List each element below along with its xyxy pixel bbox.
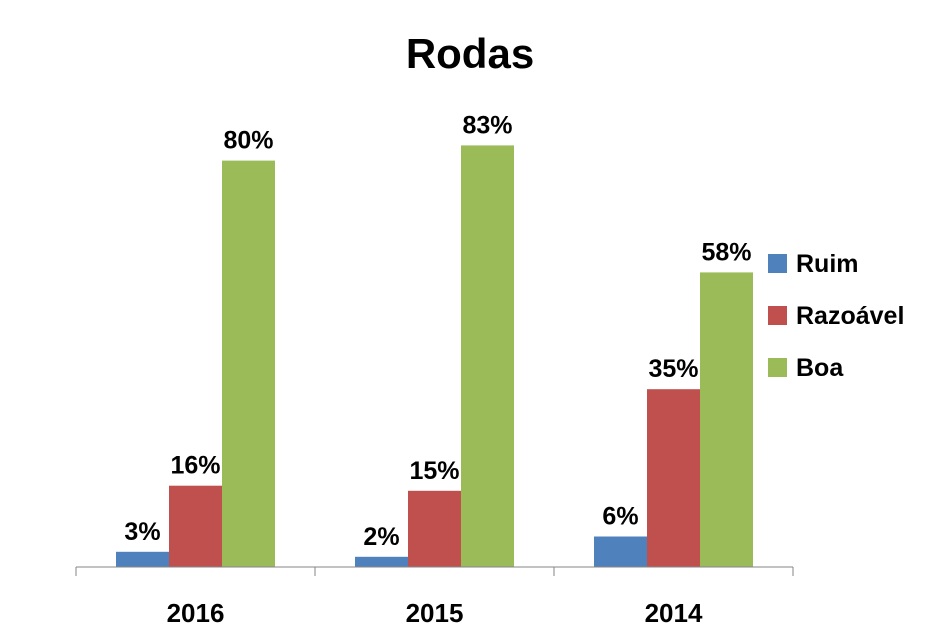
legend-swatch-boa: [768, 358, 787, 377]
legend-label-ruim: Ruim: [796, 250, 859, 278]
data-label-group: 3% 16% 80% 2% 15% 83% 6% 35% 58%: [124, 111, 751, 550]
bar-boa-2016: [222, 160, 275, 567]
data-label-boa-2015: 83%: [462, 111, 512, 139]
x-tick-label-2016: 2016: [167, 598, 225, 628]
legend-label-boa: Boa: [796, 354, 844, 382]
bar-razoavel-2014: [647, 389, 700, 567]
data-label-ruim-2014: 6%: [602, 503, 638, 531]
bar-razoavel-2016: [169, 485, 222, 567]
bar-boa-2014: [700, 272, 753, 567]
bar-ruim-2016: [116, 551, 169, 567]
bar-group: [116, 145, 753, 567]
legend: Ruim Razoável Boa: [768, 250, 904, 382]
data-label-boa-2016: 80%: [223, 127, 273, 155]
bar-ruim-2014: [594, 536, 647, 567]
x-axis-tick-labels: 2016 2015 2014: [167, 598, 703, 628]
x-tick-label-2015: 2015: [406, 598, 464, 628]
x-tick-label-2014: 2014: [645, 598, 703, 628]
x-axis-ticks: [75, 567, 794, 576]
data-label-razoavel-2016: 16%: [170, 452, 220, 480]
data-label-razoavel-2014: 35%: [648, 355, 698, 383]
bar-ruim-2015: [355, 556, 408, 567]
data-label-boa-2014: 58%: [701, 238, 751, 266]
bar-boa-2015: [461, 145, 514, 567]
legend-label-razoavel: Razoável: [796, 302, 904, 330]
data-label-razoavel-2015: 15%: [409, 457, 459, 485]
legend-swatch-ruim: [768, 254, 787, 273]
data-label-ruim-2015: 2%: [363, 523, 399, 551]
data-label-ruim-2016: 3%: [124, 518, 160, 546]
bar-razoavel-2015: [408, 490, 461, 567]
chart-title: Rodas: [406, 30, 534, 77]
legend-swatch-razoavel: [768, 306, 787, 325]
